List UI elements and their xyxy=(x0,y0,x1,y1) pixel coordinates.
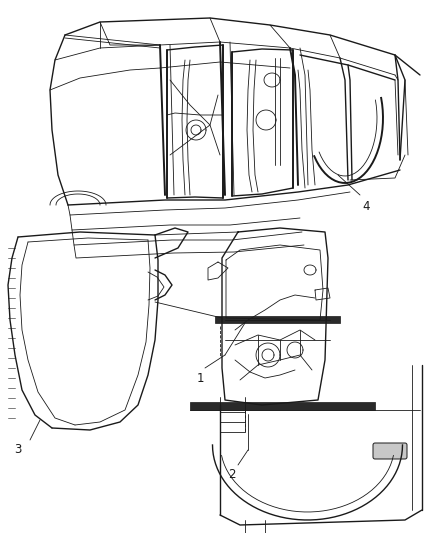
Bar xyxy=(215,316,340,323)
Text: 2: 2 xyxy=(228,468,236,481)
Text: 3: 3 xyxy=(14,443,22,456)
Text: 1: 1 xyxy=(196,372,204,385)
Bar xyxy=(190,402,375,410)
FancyBboxPatch shape xyxy=(373,443,407,459)
Text: 4: 4 xyxy=(362,200,370,213)
